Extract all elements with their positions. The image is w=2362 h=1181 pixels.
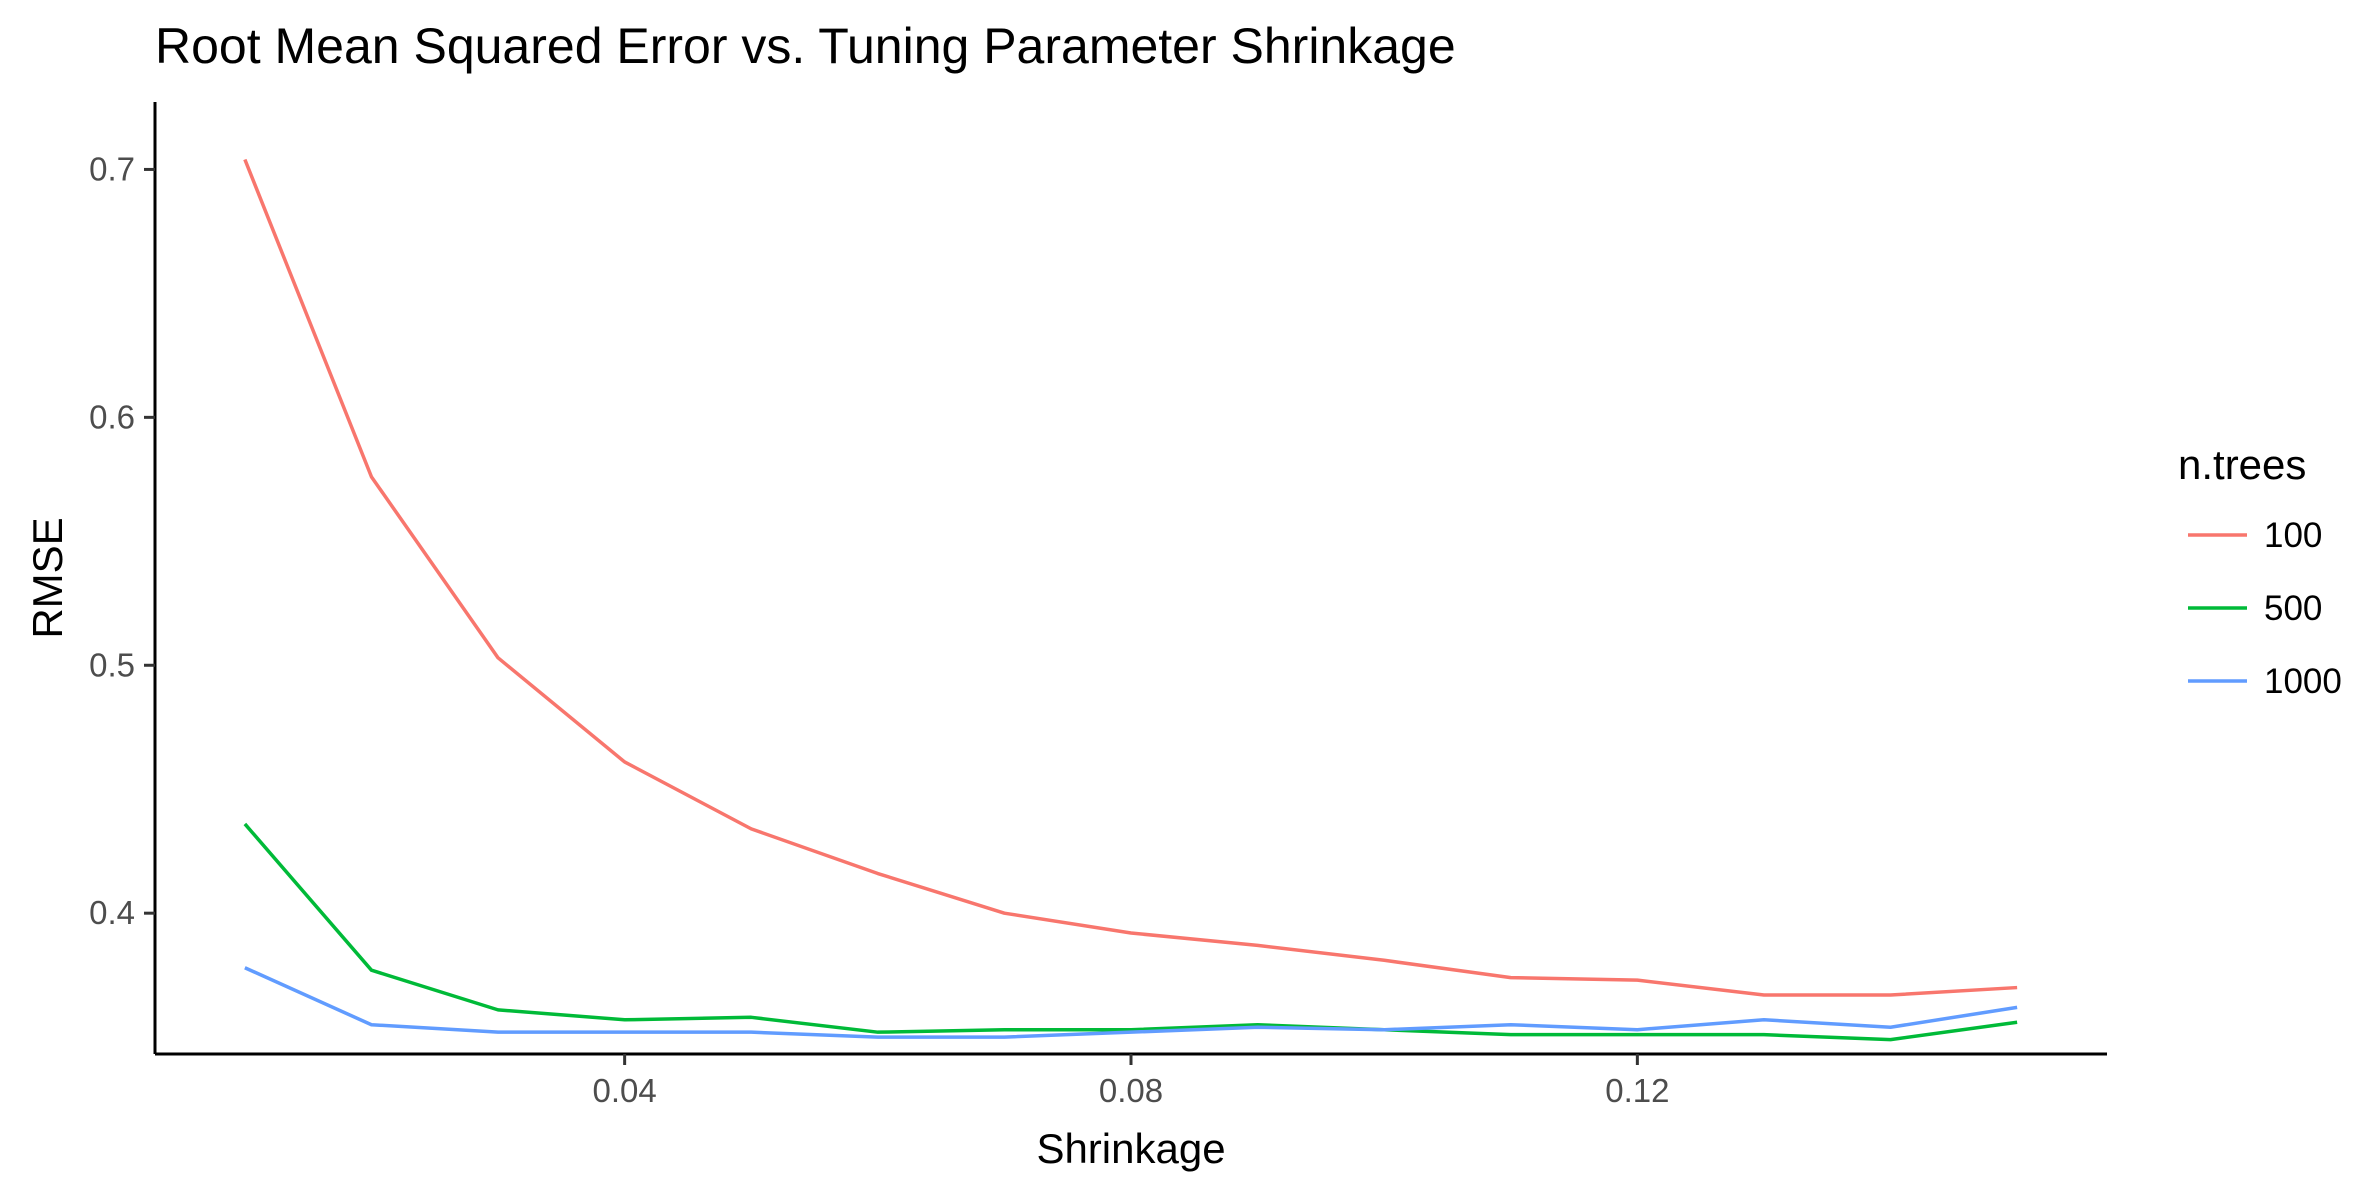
x-tick-label: 0.08 <box>1099 1072 1163 1109</box>
chart-title: Root Mean Squared Error vs. Tuning Param… <box>155 18 1456 74</box>
plot-area: 0.04 0.08 0.12 0.4 0.5 0.6 0.7 <box>89 102 2107 1109</box>
y-tick-label: 0.4 <box>89 894 135 931</box>
series-line-100 <box>243 158 2018 997</box>
x-tick-label: 0.04 <box>593 1072 657 1109</box>
legend-label-1000: 1000 <box>2264 662 2342 701</box>
series-line-1000 <box>244 966 2018 1039</box>
y-tick-label: 0.5 <box>89 646 135 683</box>
legend-items: 100 500 1000 <box>2188 516 2342 701</box>
x-tick-label: 0.12 <box>1605 1072 1669 1109</box>
y-axis-ticks: 0.4 0.5 0.6 0.7 <box>89 150 155 931</box>
x-axis-title: Shrinkage <box>1036 1125 1225 1172</box>
y-tick-label: 0.6 <box>89 398 135 435</box>
series-line-500 <box>243 822 2018 1042</box>
legend-title: n.trees <box>2178 441 2306 488</box>
legend: n.trees 100 500 1000 <box>2178 441 2342 701</box>
y-tick-label: 0.7 <box>89 150 135 187</box>
legend-label-100: 100 <box>2264 516 2322 555</box>
y-axis-title: RMSE <box>24 517 71 638</box>
x-axis-ticks: 0.04 0.08 0.12 <box>593 1054 1669 1109</box>
series-group <box>243 158 2018 1042</box>
legend-label-500: 500 <box>2264 589 2322 628</box>
